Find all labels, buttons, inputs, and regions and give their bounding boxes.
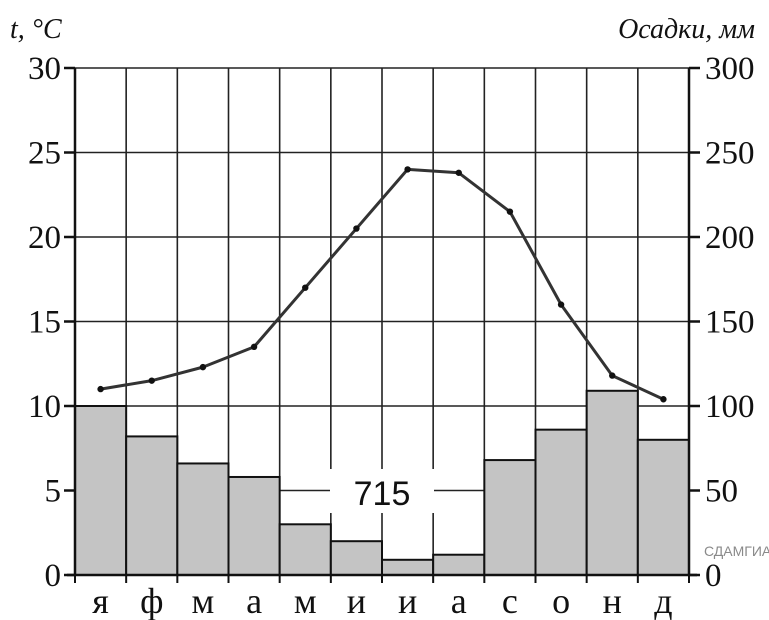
month-label: ф bbox=[140, 581, 163, 620]
temperature-point bbox=[660, 396, 667, 403]
right-tick-label: 250 bbox=[705, 136, 755, 172]
left-tick-label: 0 bbox=[45, 558, 62, 594]
precipitation-bar bbox=[483, 459, 537, 576]
temperature-line-path bbox=[100, 167, 665, 401]
temperature-point bbox=[250, 343, 258, 351]
month-label: м bbox=[192, 581, 215, 620]
temperature-point bbox=[609, 372, 616, 379]
precipitation-bar bbox=[227, 475, 281, 577]
watermark: СДАМГИА.РФ bbox=[704, 543, 769, 559]
month-label: я bbox=[92, 581, 109, 620]
precipitation-bar bbox=[74, 405, 128, 576]
precipitation-bar bbox=[329, 540, 384, 577]
left-tick-label: 15 bbox=[28, 305, 61, 341]
precipitation-bar bbox=[534, 428, 588, 576]
right-tick-label: 50 bbox=[705, 474, 738, 510]
left-tick-label: 5 bbox=[45, 474, 62, 510]
total-precipitation-label: 715 bbox=[354, 475, 411, 513]
temperature-point bbox=[455, 169, 462, 176]
temperature-point bbox=[404, 166, 411, 173]
precipitation-bar bbox=[432, 553, 486, 576]
temperature-point bbox=[506, 208, 514, 215]
month-label: д bbox=[654, 581, 672, 620]
temperature-point bbox=[199, 363, 207, 371]
left-tick-label: 20 bbox=[28, 220, 61, 256]
precipitation-bar bbox=[176, 462, 230, 576]
left-tick-label: 30 bbox=[28, 51, 61, 87]
temperature-point bbox=[302, 284, 309, 291]
right-axis-label: Осадки, мм bbox=[618, 14, 755, 45]
precipitation-bar bbox=[636, 438, 690, 576]
month-label: а bbox=[451, 581, 467, 620]
left-tick-label: 25 bbox=[28, 136, 61, 172]
month-label: о bbox=[552, 581, 570, 620]
precipitation-bar bbox=[125, 435, 179, 577]
axes bbox=[64, 66, 700, 583]
temperature-point bbox=[97, 385, 104, 393]
left-tick-label: 10 bbox=[28, 389, 61, 425]
precipitation-bar bbox=[278, 523, 332, 576]
month-label: и bbox=[398, 581, 417, 620]
temperature-point bbox=[148, 377, 155, 384]
right-tick-label: 0 bbox=[705, 558, 722, 594]
total-label-background bbox=[330, 469, 434, 513]
temperature-point bbox=[557, 301, 565, 308]
precipitation-bars bbox=[74, 389, 690, 577]
temperature-line bbox=[97, 166, 667, 403]
month-label: с bbox=[502, 581, 518, 620]
right-tick-label: 200 bbox=[705, 220, 755, 256]
precipitation-bar bbox=[381, 558, 435, 576]
temperature-point bbox=[353, 225, 360, 232]
right-tick-label: 150 bbox=[705, 305, 755, 341]
right-tick-label: 100 bbox=[705, 389, 755, 425]
month-label: и bbox=[347, 581, 366, 620]
precipitation-bar bbox=[585, 389, 639, 577]
left-axis-label: t, °C bbox=[10, 14, 62, 45]
month-label: а bbox=[246, 581, 262, 620]
month-label: м bbox=[294, 581, 317, 620]
right-tick-label: 300 bbox=[705, 51, 755, 87]
month-label: н bbox=[603, 581, 622, 620]
